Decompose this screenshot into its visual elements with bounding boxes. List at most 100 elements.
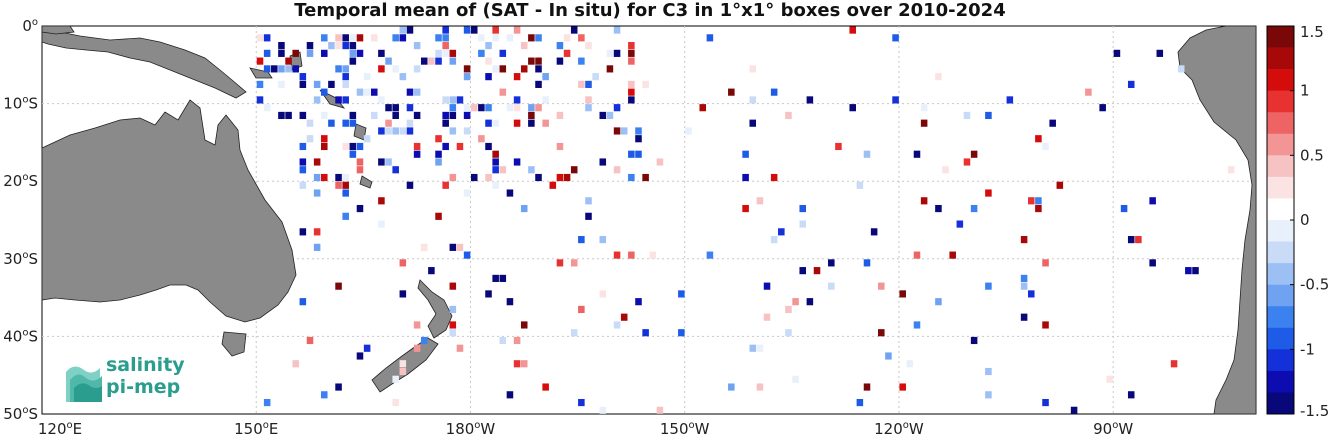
data-cell (363, 104, 371, 112)
data-cell (528, 111, 535, 120)
data-cell (556, 173, 564, 182)
data-cell (1227, 166, 1235, 174)
data-cell (442, 42, 449, 50)
data-cell (606, 111, 614, 120)
longitude-labels: 120oE 150oE 180oW 150oW 120oW 90oW (38, 420, 1133, 438)
data-cell (578, 398, 585, 407)
lon-label: 90oW (1093, 420, 1133, 438)
data-cell (570, 166, 578, 174)
data-cell (435, 49, 442, 57)
data-cell (513, 73, 521, 81)
colorbar-tick-label: -1.5 (1300, 402, 1329, 420)
data-cell (878, 329, 885, 337)
data-cell (749, 65, 757, 73)
data-cell (335, 42, 342, 50)
data-cell (649, 251, 657, 259)
data-cell (392, 166, 399, 174)
data-cell (420, 57, 428, 65)
data-cell (363, 135, 371, 143)
data-cell (463, 26, 471, 34)
data-cell (378, 49, 385, 57)
data-cell (785, 329, 792, 337)
data-cell (863, 259, 871, 267)
data-cell (728, 88, 735, 96)
data-cell (770, 236, 778, 244)
data-cell (1049, 119, 1056, 127)
data-cell (292, 49, 299, 57)
data-cell (628, 88, 635, 96)
data-cell (399, 34, 407, 42)
data-cell (456, 243, 464, 251)
data-cell (642, 329, 649, 337)
data-cell (385, 104, 392, 112)
data-cell (970, 204, 978, 213)
data-cell (349, 119, 357, 127)
data-cell (1170, 360, 1178, 368)
data-cell (428, 57, 435, 65)
data-cell (435, 212, 442, 220)
lon-label: 150oW (660, 420, 710, 438)
data-cell (506, 391, 514, 399)
data-cell (863, 383, 871, 391)
data-cell (570, 26, 578, 34)
data-cell (285, 65, 292, 73)
data-cell (449, 49, 457, 57)
data-cell (306, 119, 314, 127)
data-cell (435, 150, 442, 158)
data-cell (956, 220, 964, 228)
data-cell (335, 34, 342, 42)
data-cell (1020, 274, 1028, 282)
data-cell (313, 243, 321, 251)
data-cell (378, 220, 385, 228)
data-cell (313, 158, 321, 166)
data-cell (599, 406, 607, 414)
data-cell (313, 96, 321, 104)
data-cell (1149, 259, 1156, 267)
data-cell (263, 65, 271, 73)
data-cell (913, 321, 921, 329)
data-cell (949, 251, 956, 259)
data-cell (449, 329, 457, 337)
data-cell (463, 251, 471, 259)
data-cell (485, 119, 492, 127)
data-cell (535, 80, 542, 88)
data-cell (763, 282, 771, 290)
data-cell (920, 104, 928, 112)
data-cell (335, 282, 342, 290)
data-cell (321, 391, 328, 399)
data-cell (556, 142, 564, 151)
data-cell (292, 360, 299, 368)
data-cell (349, 150, 357, 158)
data-cell (349, 34, 357, 42)
data-cell (1020, 236, 1028, 244)
data-cell (599, 236, 607, 244)
data-cell (892, 96, 899, 104)
data-cell (742, 173, 749, 182)
lat-label: 50oS (3, 405, 38, 423)
data-cell (849, 104, 856, 112)
data-cell (342, 212, 349, 220)
data-cell (556, 259, 564, 267)
data-cell (442, 96, 449, 104)
data-cell (513, 119, 521, 127)
data-cell (399, 360, 407, 368)
data-cell (463, 127, 471, 135)
colorbar-segment (1267, 306, 1294, 329)
data-cell (585, 104, 592, 112)
map-title: Temporal mean of (SAT - In situ) for C3 … (294, 0, 1006, 21)
data-cell (342, 42, 349, 50)
data-cell (1177, 142, 1185, 151)
colorbar-segment (1267, 284, 1294, 307)
data-cell (728, 383, 735, 391)
data-cell (370, 88, 378, 96)
data-cell (528, 34, 535, 42)
data-cell (913, 150, 921, 158)
data-cell (413, 344, 421, 352)
data-cell (478, 34, 485, 42)
data-cell (906, 135, 914, 143)
data-cell (413, 111, 421, 120)
data-cell (628, 251, 635, 259)
data-cell (756, 197, 764, 205)
data-cell (613, 49, 621, 57)
